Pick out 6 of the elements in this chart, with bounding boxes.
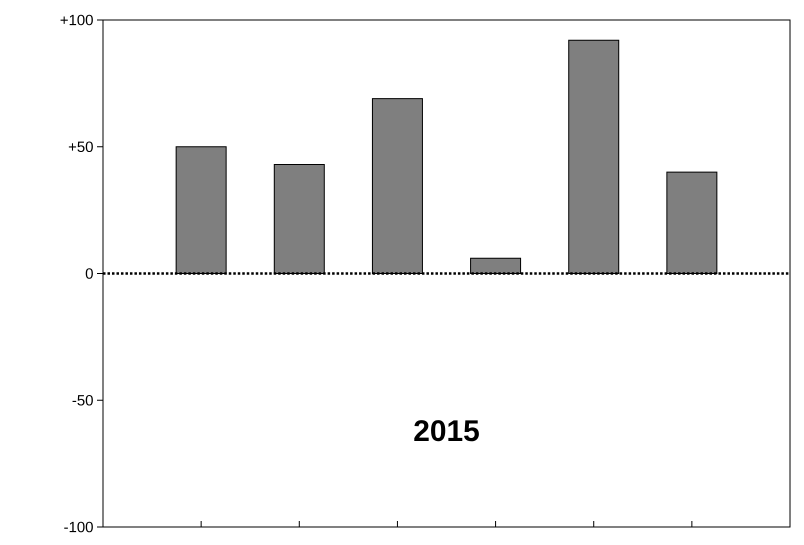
- annotation: 2015: [414, 420, 479, 442]
- y-tick-label: -100: [64, 522, 93, 532]
- y-tick-label: -50: [72, 394, 93, 406]
- y-tick-label: +100: [60, 14, 93, 26]
- y-tick-label: +50: [68, 141, 93, 152]
- y-tick-label: 0: [86, 268, 93, 279]
